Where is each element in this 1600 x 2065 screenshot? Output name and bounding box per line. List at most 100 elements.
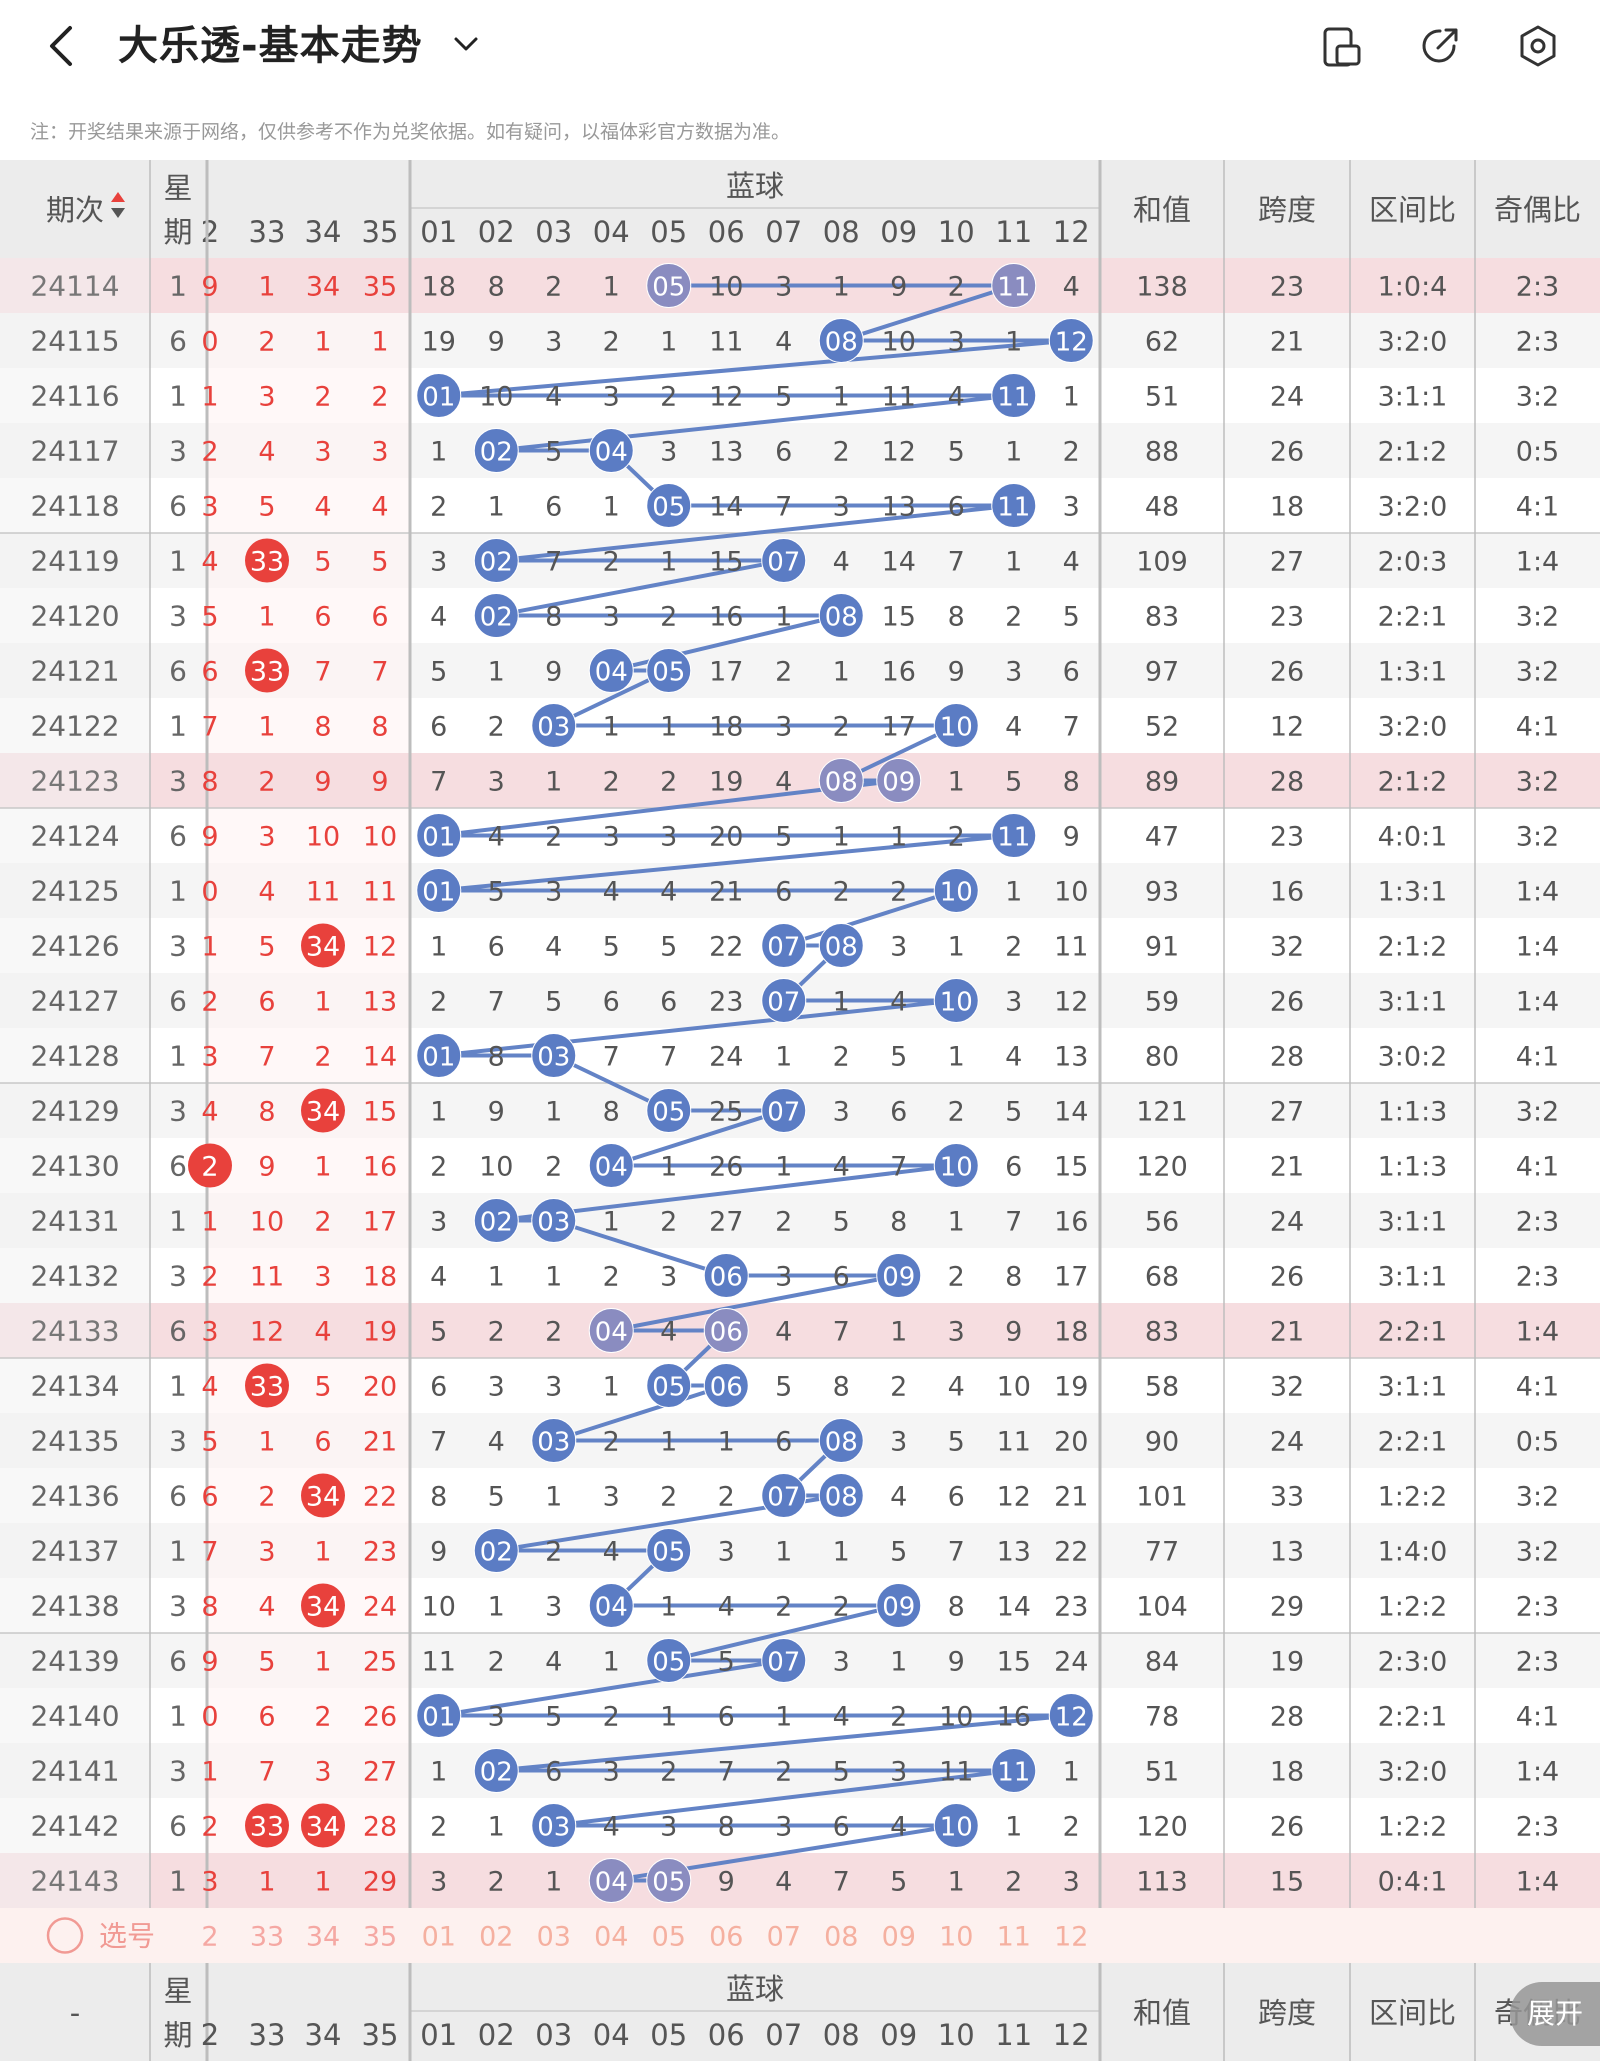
front-ball-number: 34 <box>306 932 340 963</box>
select-radio-icon[interactable] <box>46 1917 84 1954</box>
chevron-down-icon[interactable] <box>450 28 482 60</box>
zone-ratio-cell: 3:0:2 <box>1378 1042 1448 1073</box>
zone-ratio-cell: 1:1:3 <box>1378 1152 1448 1183</box>
select-blue-cell[interactable]: 12 <box>1054 1922 1088 1953</box>
blue-ball-number: 11 <box>997 493 1030 523</box>
blue-ball <box>588 1583 634 1628</box>
blue-ball-number: 02 <box>480 1758 513 1788</box>
odd-even-cell: 4:1 <box>1516 1702 1559 1733</box>
select-front-cell[interactable]: 33 <box>250 1922 284 1953</box>
blue-miss-cell: 16 <box>709 602 743 633</box>
blue-ball-number: 08 <box>825 1483 858 1513</box>
settings-icon[interactable] <box>1516 24 1560 68</box>
front-zone-bg <box>207 863 410 918</box>
sum-cell: 83 <box>1145 1317 1179 1348</box>
sort-down-icon[interactable] <box>111 208 125 218</box>
front-zone-bg <box>207 1138 410 1193</box>
select-blue-cell[interactable]: 02 <box>479 1922 513 1953</box>
footer-front-col-header: 34 <box>305 2018 342 2052</box>
front-miss-cell: 3 <box>201 1317 218 1348</box>
blue-miss-cell: 1 <box>1005 327 1022 358</box>
blue-ball <box>703 1363 749 1408</box>
front-miss-cell: 14 <box>363 1042 397 1073</box>
blue-ball <box>818 318 864 363</box>
select-blue-cell[interactable]: 04 <box>594 1922 628 1953</box>
expand-button[interactable]: 展开 <box>1510 1982 1600 2046</box>
blue-miss-cell: 1 <box>833 272 850 303</box>
select-blue-cell[interactable]: 10 <box>939 1922 973 1953</box>
select-blue-cell[interactable]: 06 <box>709 1922 743 1953</box>
select-blue-cell[interactable]: 11 <box>997 1922 1031 1953</box>
front-miss-cell: 9 <box>201 272 218 303</box>
blue-miss-cell: 25 <box>709 1097 743 1128</box>
blue-miss-cell: 1 <box>948 767 965 798</box>
select-label[interactable]: 选号 <box>99 1920 155 1953</box>
sort-up-icon[interactable] <box>111 192 125 202</box>
select-blue-cell[interactable]: 05 <box>652 1922 686 1953</box>
front-miss-cell: 9 <box>201 1647 218 1678</box>
select-blue-cell[interactable]: 01 <box>422 1922 456 1953</box>
select-blue-cell[interactable]: 03 <box>537 1922 571 1953</box>
front-miss-cell: 18 <box>363 1262 397 1293</box>
back-arrow-icon[interactable] <box>40 22 84 70</box>
blue-ball-number: 03 <box>537 1428 570 1458</box>
front-miss-cell: 8 <box>371 712 388 743</box>
front-ball-number: 34 <box>306 1812 340 1843</box>
period-cell: 24124 <box>30 820 119 853</box>
blue-miss-cell: 8 <box>948 602 965 633</box>
select-blue-cell[interactable]: 08 <box>824 1922 858 1953</box>
blue-ball <box>933 978 979 1023</box>
select-blue-cell[interactable]: 07 <box>767 1922 801 1953</box>
weekday-cell: 3 <box>169 1590 187 1623</box>
zone-ratio-cell: 2:2:1 <box>1378 602 1448 633</box>
odd-even-cell: 1:4 <box>1516 1757 1559 1788</box>
blue-miss-cell: 1 <box>603 1647 620 1678</box>
front-miss-cell: 26 <box>363 1702 397 1733</box>
blue-miss-cell: 4 <box>833 547 850 578</box>
select-front-cell[interactable]: 2 <box>201 1922 218 1953</box>
blue-miss-cell: 3 <box>488 767 505 798</box>
blue-miss-cell: 1 <box>1005 547 1022 578</box>
blue-col-header: 10 <box>938 215 975 249</box>
odd-even-cell: 3:2 <box>1516 1097 1559 1128</box>
period-cell: 24128 <box>30 1040 119 1073</box>
blue-miss-cell: 6 <box>545 1757 562 1788</box>
span-cell: 29 <box>1270 1592 1304 1623</box>
blue-miss-cell: 2 <box>660 1757 677 1788</box>
blue-ball-number: 10 <box>940 878 973 908</box>
select-front-cell[interactable]: 35 <box>363 1922 397 1953</box>
front-ball-number: 33 <box>250 1812 284 1843</box>
blue-miss-cell: 7 <box>833 1317 850 1348</box>
blue-miss-cell: 5 <box>488 877 505 908</box>
sum-cell: 77 <box>1145 1537 1179 1568</box>
blue-miss-cell: 7 <box>948 1537 965 1568</box>
select-blue-cell[interactable]: 09 <box>882 1922 916 1953</box>
period-header[interactable]: 期次 <box>46 193 104 227</box>
blue-miss-cell: 1 <box>890 822 907 853</box>
layout-toggle-icon[interactable] <box>1320 24 1364 68</box>
front-miss-cell: 12 <box>250 1317 284 1348</box>
blue-miss-cell: 3 <box>488 1372 505 1403</box>
footer-blue-col-header: 02 <box>478 2018 515 2052</box>
front-miss-cell: 4 <box>314 492 331 523</box>
share-icon[interactable] <box>1418 24 1462 68</box>
blue-miss-cell: 6 <box>1063 657 1080 688</box>
blue-miss-cell: 5 <box>603 932 620 963</box>
page-title[interactable]: 大乐透-基本走势 <box>118 23 423 69</box>
blue-miss-cell: 13 <box>709 437 743 468</box>
sum-cell: 121 <box>1136 1097 1188 1128</box>
front-miss-cell: 27 <box>363 1757 397 1788</box>
blue-miss-cell: 3 <box>833 1097 850 1128</box>
front-miss-cell: 8 <box>314 712 331 743</box>
blue-miss-cell: 3 <box>833 492 850 523</box>
blue-col-header: 07 <box>765 215 802 249</box>
select-front-cell[interactable]: 34 <box>306 1922 340 1953</box>
front-miss-cell: 5 <box>371 547 388 578</box>
blue-miss-cell: 7 <box>1063 712 1080 743</box>
weekday-cell: 6 <box>169 325 187 358</box>
blue-miss-cell: 6 <box>833 1812 850 1843</box>
blue-ball-number: 09 <box>882 768 915 798</box>
front-miss-cell: 0 <box>201 327 218 358</box>
blue-miss-cell: 5 <box>948 437 965 468</box>
sum-cell: 93 <box>1145 877 1179 908</box>
